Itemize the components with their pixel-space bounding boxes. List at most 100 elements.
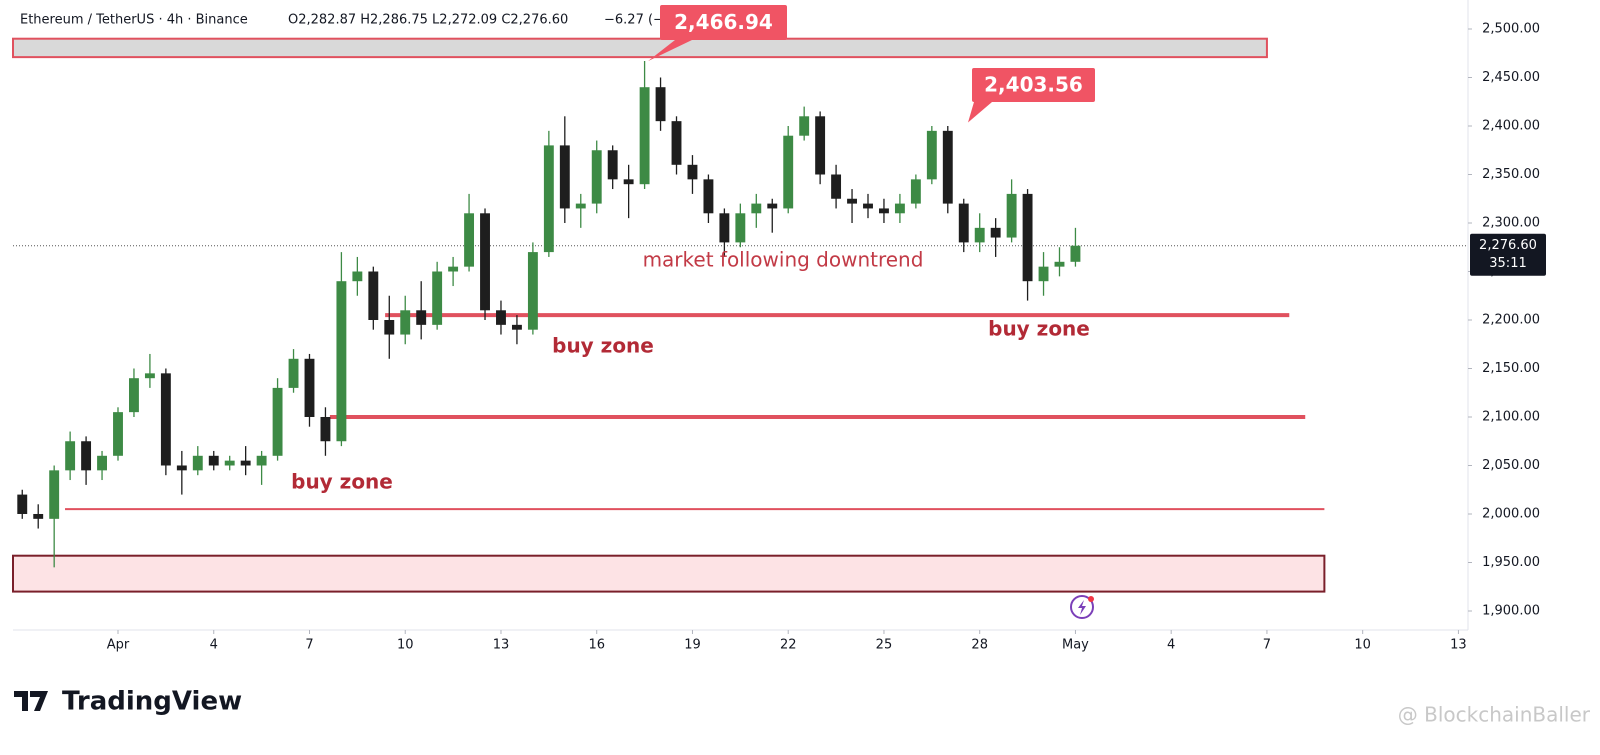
candle-body [974, 227, 985, 243]
ohlc-header: O2,282.87 H2,286.75 L2,272.09 C2,276.60 [288, 13, 568, 28]
y-tick-label: 1,950.00 [1482, 555, 1540, 570]
candle-body [256, 455, 267, 466]
y-tick-label: 2,500.00 [1482, 22, 1540, 37]
price-tag-label: 2,276.60 [1479, 238, 1537, 253]
callout-label: 2,403.56 [984, 73, 1083, 97]
candle-body [176, 465, 187, 471]
candle-body [480, 213, 490, 311]
candle-body [1022, 193, 1033, 282]
x-tick-label: 22 [780, 638, 797, 653]
x-tick-label: May [1062, 638, 1089, 653]
candle-body [17, 494, 28, 514]
y-tick-label: 2,050.00 [1482, 458, 1540, 473]
candle-body [591, 150, 602, 204]
x-tick-label: 13 [493, 638, 510, 653]
y-tick-label: 2,000.00 [1482, 506, 1540, 521]
candle-body [336, 281, 347, 442]
alert-bolt[interactable] [1078, 600, 1086, 615]
candle-body [400, 310, 411, 335]
candle-body [623, 179, 634, 185]
annotation: market following downtrend [643, 248, 924, 272]
candle-body [33, 513, 44, 519]
candle-body [49, 470, 60, 519]
candle-body [559, 145, 570, 209]
y-tick-label: 2,300.00 [1482, 215, 1540, 230]
candle-body [352, 271, 363, 282]
callout-pointer [968, 102, 992, 123]
candle-body [129, 378, 139, 413]
candle-body [958, 203, 969, 243]
candle-body [799, 116, 810, 136]
x-tick-label: 7 [305, 638, 313, 653]
alert-icon[interactable] [1070, 595, 1094, 619]
x-tick-label: 10 [1354, 638, 1371, 653]
zone [12, 37, 1268, 59]
candle-body [97, 455, 107, 471]
callout-pointer [648, 40, 692, 62]
candle-body [767, 203, 778, 209]
y-tick-label: 2,350.00 [1482, 167, 1540, 182]
candle-body [671, 121, 682, 165]
annotation: buy zone [552, 334, 654, 358]
candle-body [272, 387, 283, 456]
candle-body [847, 198, 857, 204]
candle-body [910, 179, 921, 204]
x-tick-label: 4 [1167, 638, 1175, 653]
candle-body [639, 87, 650, 185]
alert-dot[interactable] [1088, 596, 1094, 602]
candle-body [432, 271, 443, 325]
x-tick-label: 4 [210, 638, 218, 653]
candle-body [990, 227, 1001, 238]
candle-body [224, 460, 235, 466]
candle-body [879, 208, 889, 214]
candle-body [160, 373, 171, 466]
candle-body [863, 203, 873, 209]
candle-body [1070, 245, 1081, 262]
x-tick-label: 13 [1450, 638, 1467, 653]
candle-body [751, 203, 762, 214]
x-tick-label: 7 [1263, 638, 1271, 653]
candle-body [464, 213, 475, 267]
zone [12, 554, 1326, 593]
watermark: @ BlockchainBaller [1398, 703, 1591, 727]
candle-body [783, 135, 794, 209]
logo-icon [14, 691, 48, 711]
callout-label: 2,466.94 [674, 10, 773, 34]
x-tick-label: 16 [588, 638, 605, 653]
y-tick-label: 2,100.00 [1482, 409, 1540, 424]
candle-body [527, 252, 538, 330]
candle-body [926, 130, 937, 180]
callout-box [972, 68, 1095, 102]
candle-body [815, 116, 826, 175]
candle-body [113, 412, 123, 456]
candle-body [831, 174, 842, 199]
callout-box [660, 5, 787, 40]
candle-body [687, 164, 698, 180]
candle-body [368, 271, 379, 320]
candle-body [304, 358, 315, 417]
candle-body [543, 145, 554, 253]
candle-body [144, 373, 155, 379]
annotation: buy zone [988, 317, 1090, 341]
candle-body [1038, 266, 1049, 282]
candle-body [384, 319, 395, 335]
candle-body [735, 213, 746, 243]
candle-body [655, 87, 666, 122]
candle-body [192, 455, 203, 471]
candle-body [511, 324, 522, 330]
x-tick-label: 25 [876, 638, 893, 653]
logo: TradingView [14, 687, 242, 717]
alert-circle[interactable] [1070, 595, 1094, 619]
candle-body [894, 203, 905, 214]
plot-area [12, 37, 1468, 593]
candle-body [942, 130, 953, 204]
price-tag [1470, 233, 1546, 276]
candle-body [575, 203, 586, 209]
symbol-header: Ethereum / TetherUS · 4h · Binance [20, 13, 248, 28]
candle-body [496, 310, 506, 325]
y-tick-label: 2,200.00 [1482, 312, 1540, 327]
x-tick-label: 28 [971, 638, 988, 653]
candle-body [416, 310, 427, 325]
logo-text: TradingView [62, 687, 242, 717]
